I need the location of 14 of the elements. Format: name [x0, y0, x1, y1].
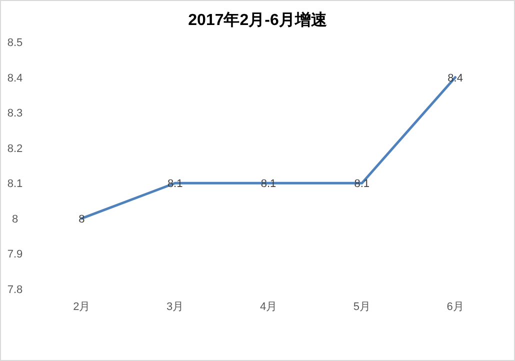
x-tick-label: 4月	[260, 301, 278, 313]
y-tick-label: 8.3	[7, 108, 23, 120]
y-tick-label: 8.2	[7, 142, 23, 155]
y-tick-label: 7.8	[7, 284, 23, 296]
chart-title: 2017年2月-6月增速	[188, 11, 328, 29]
y-tick-label: 8.5	[7, 37, 23, 49]
x-tick-label: 5月	[353, 301, 370, 313]
y-tick-label: 8.4	[7, 72, 23, 84]
y-tick-label: 8	[12, 213, 18, 226]
x-tick-label: 2月	[73, 301, 90, 313]
x-tick-label: 3月	[166, 301, 184, 313]
x-tick-label: 6月	[446, 301, 464, 313]
y-tick-label: 7.9	[7, 248, 23, 261]
y-tick-label: 8.1	[7, 178, 23, 190]
